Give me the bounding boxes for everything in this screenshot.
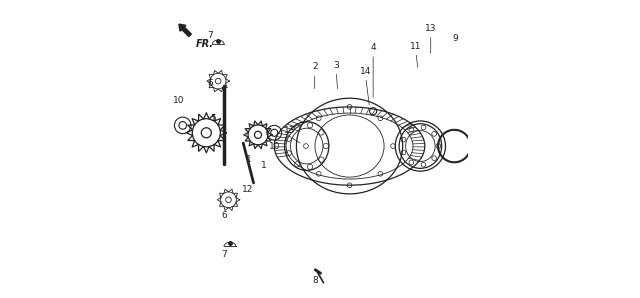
Text: 6: 6 [221, 211, 227, 221]
Text: 5: 5 [211, 114, 216, 123]
Text: 8: 8 [312, 276, 318, 285]
Text: FR.: FR. [196, 39, 214, 49]
Text: 1: 1 [246, 155, 252, 164]
Text: 10: 10 [173, 96, 184, 105]
Text: 3: 3 [333, 61, 339, 70]
Text: 7: 7 [207, 31, 213, 40]
Text: 11: 11 [410, 42, 422, 51]
Text: 4: 4 [371, 43, 376, 52]
Text: 13: 13 [284, 126, 296, 135]
Text: 6: 6 [207, 79, 213, 88]
FancyArrow shape [179, 24, 191, 37]
Text: 10: 10 [269, 142, 280, 151]
Text: 12: 12 [242, 185, 253, 194]
Text: 9: 9 [452, 34, 458, 43]
Text: 1: 1 [261, 161, 267, 170]
Text: 7: 7 [221, 250, 227, 259]
Text: 13: 13 [425, 24, 436, 33]
Text: 14: 14 [360, 67, 371, 76]
Text: 2: 2 [312, 62, 317, 71]
